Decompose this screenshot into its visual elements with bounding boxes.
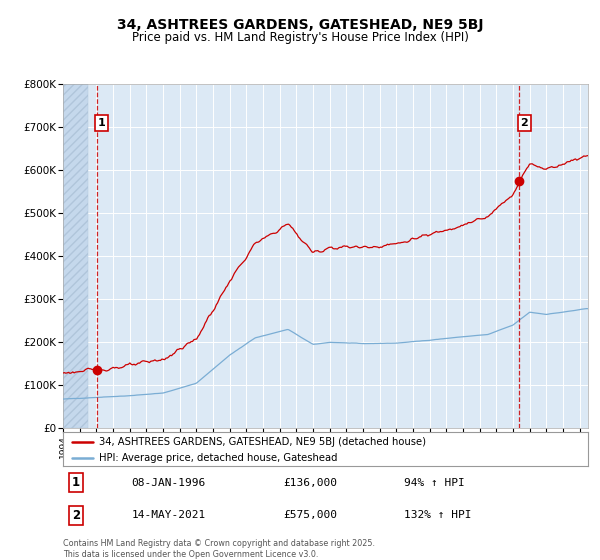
Text: 2: 2: [72, 508, 80, 521]
Text: 14-MAY-2021: 14-MAY-2021: [131, 510, 205, 520]
Text: £136,000: £136,000: [284, 478, 337, 488]
Text: 132% ↑ HPI: 132% ↑ HPI: [404, 510, 472, 520]
Text: Contains HM Land Registry data © Crown copyright and database right 2025.
This d: Contains HM Land Registry data © Crown c…: [63, 539, 375, 559]
Text: 34, ASHTREES GARDENS, GATESHEAD, NE9 5BJ: 34, ASHTREES GARDENS, GATESHEAD, NE9 5BJ: [117, 18, 483, 32]
Text: 1: 1: [72, 477, 80, 489]
Text: 08-JAN-1996: 08-JAN-1996: [131, 478, 205, 488]
Text: HPI: Average price, detached house, Gateshead: HPI: Average price, detached house, Gate…: [98, 452, 337, 463]
Text: 2: 2: [520, 118, 528, 128]
Text: 34, ASHTREES GARDENS, GATESHEAD, NE9 5BJ (detached house): 34, ASHTREES GARDENS, GATESHEAD, NE9 5BJ…: [98, 437, 426, 447]
Text: 94% ↑ HPI: 94% ↑ HPI: [404, 478, 465, 488]
Bar: [63, 84, 88, 428]
Text: Price paid vs. HM Land Registry's House Price Index (HPI): Price paid vs. HM Land Registry's House …: [131, 31, 469, 44]
Text: 1: 1: [98, 118, 106, 128]
Text: £575,000: £575,000: [284, 510, 337, 520]
